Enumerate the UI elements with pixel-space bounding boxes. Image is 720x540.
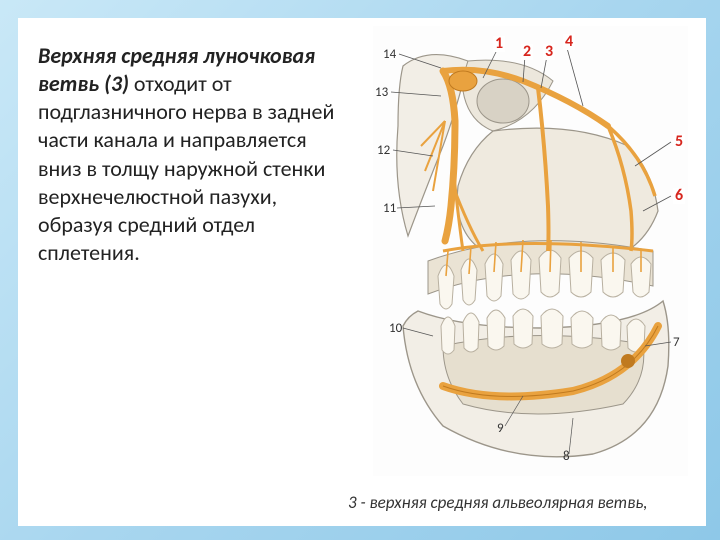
paragraph-body: отходит от подглазничного нерва в задней…	[38, 70, 334, 266]
label-13: 13	[375, 86, 388, 99]
label-10: 10	[389, 322, 402, 335]
label-red-1: 1	[493, 36, 505, 52]
label-red-2: 2	[521, 44, 533, 60]
diagram-caption: 3 - верхняя средняя альвеолярная ветвь,	[348, 493, 688, 513]
label-red-5: 5	[673, 134, 685, 150]
label-12: 12	[377, 144, 390, 157]
label-7: 7	[673, 336, 680, 349]
label-14: 14	[383, 48, 396, 61]
label-8: 8	[563, 450, 570, 463]
diagram-svg	[373, 26, 688, 476]
label-11: 11	[383, 202, 396, 215]
anatomy-diagram: 1 2 3 4 5 6 14 13 12 11 10 9 8 7	[373, 26, 688, 476]
label-red-3: 3	[543, 44, 555, 60]
main-paragraph: Верхняя средняя луночковая ветвь (3) отх…	[38, 42, 338, 267]
slide-card: Верхняя средняя луночковая ветвь (3) отх…	[18, 18, 706, 526]
label-red-4: 4	[563, 34, 575, 50]
label-9: 9	[497, 422, 504, 435]
label-red-6: 6	[673, 188, 685, 204]
